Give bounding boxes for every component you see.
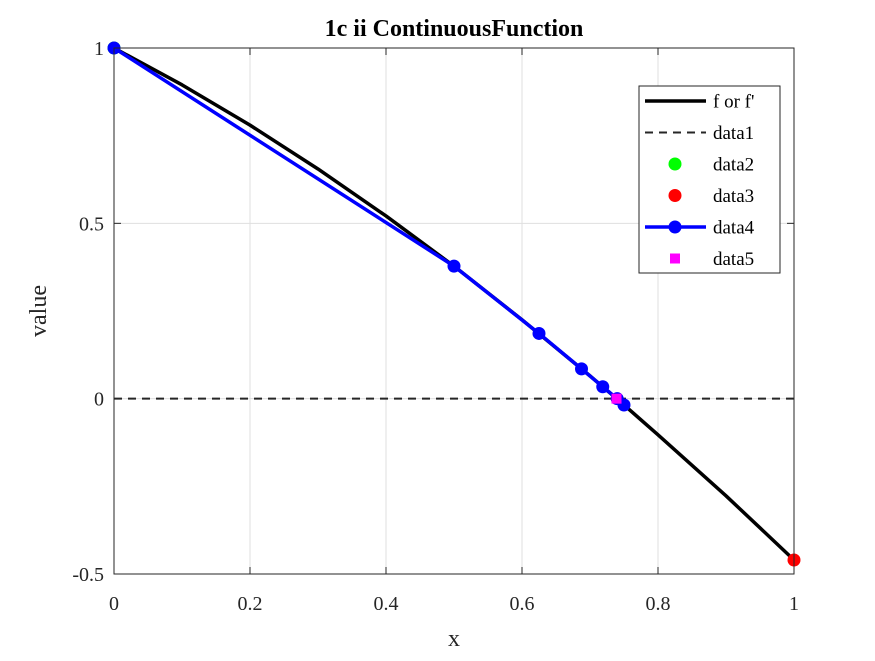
legend-item: data3 <box>668 186 754 207</box>
legend-label: f or f' <box>713 92 754 113</box>
y-axis-label: value <box>26 285 52 337</box>
chart-title: 1c ii ContinuousFunction <box>325 16 584 42</box>
x-tick-label: 0.8 <box>646 593 671 615</box>
legend-item: data5 <box>670 249 754 270</box>
data-point <box>447 259 461 273</box>
x-tick-label: 0.2 <box>238 593 263 615</box>
y-tick-label: 1 <box>94 38 104 60</box>
data-point <box>596 380 610 394</box>
legend-marker <box>668 157 682 171</box>
data-point <box>532 326 546 340</box>
legend-item: data2 <box>668 155 754 176</box>
legend-item: f or f' <box>645 92 754 113</box>
data-point <box>575 362 588 376</box>
legend-item: data4 <box>645 218 755 239</box>
legend-item: data1 <box>645 123 754 144</box>
legend: f or f' data1 data2 data3 data4 data5 <box>638 85 781 274</box>
legend-label: data1 <box>713 123 754 144</box>
legend-label: data5 <box>713 249 754 270</box>
y-tick-label: 0 <box>94 389 104 411</box>
legend-label: data3 <box>713 186 754 207</box>
legend-marker <box>668 220 682 234</box>
x-tick-label: 1 <box>789 593 799 615</box>
legend-marker <box>668 189 682 202</box>
legend-box <box>638 85 781 274</box>
series-data5 <box>611 393 622 404</box>
axes-box <box>113 47 795 575</box>
x-tick-label: 0.4 <box>374 593 399 615</box>
data-point <box>611 393 622 404</box>
x-tick-label: 0.6 <box>510 593 535 615</box>
y-tick-label: -0.5 <box>72 564 104 586</box>
x-axis-label: x <box>448 626 460 652</box>
legend-label: data2 <box>713 155 754 176</box>
x-tick-label: 0 <box>109 593 119 615</box>
ticks: 0 0.2 0.4 0.6 0.8 1-0.500.51 <box>72 38 799 615</box>
legend-marker <box>670 253 680 264</box>
legend-items: f or f' data1 data2 data3 data4 data5 <box>645 92 755 270</box>
series-layer <box>107 41 801 567</box>
y-tick-label: 0.5 <box>79 213 104 235</box>
legend-label: data4 <box>713 218 755 239</box>
